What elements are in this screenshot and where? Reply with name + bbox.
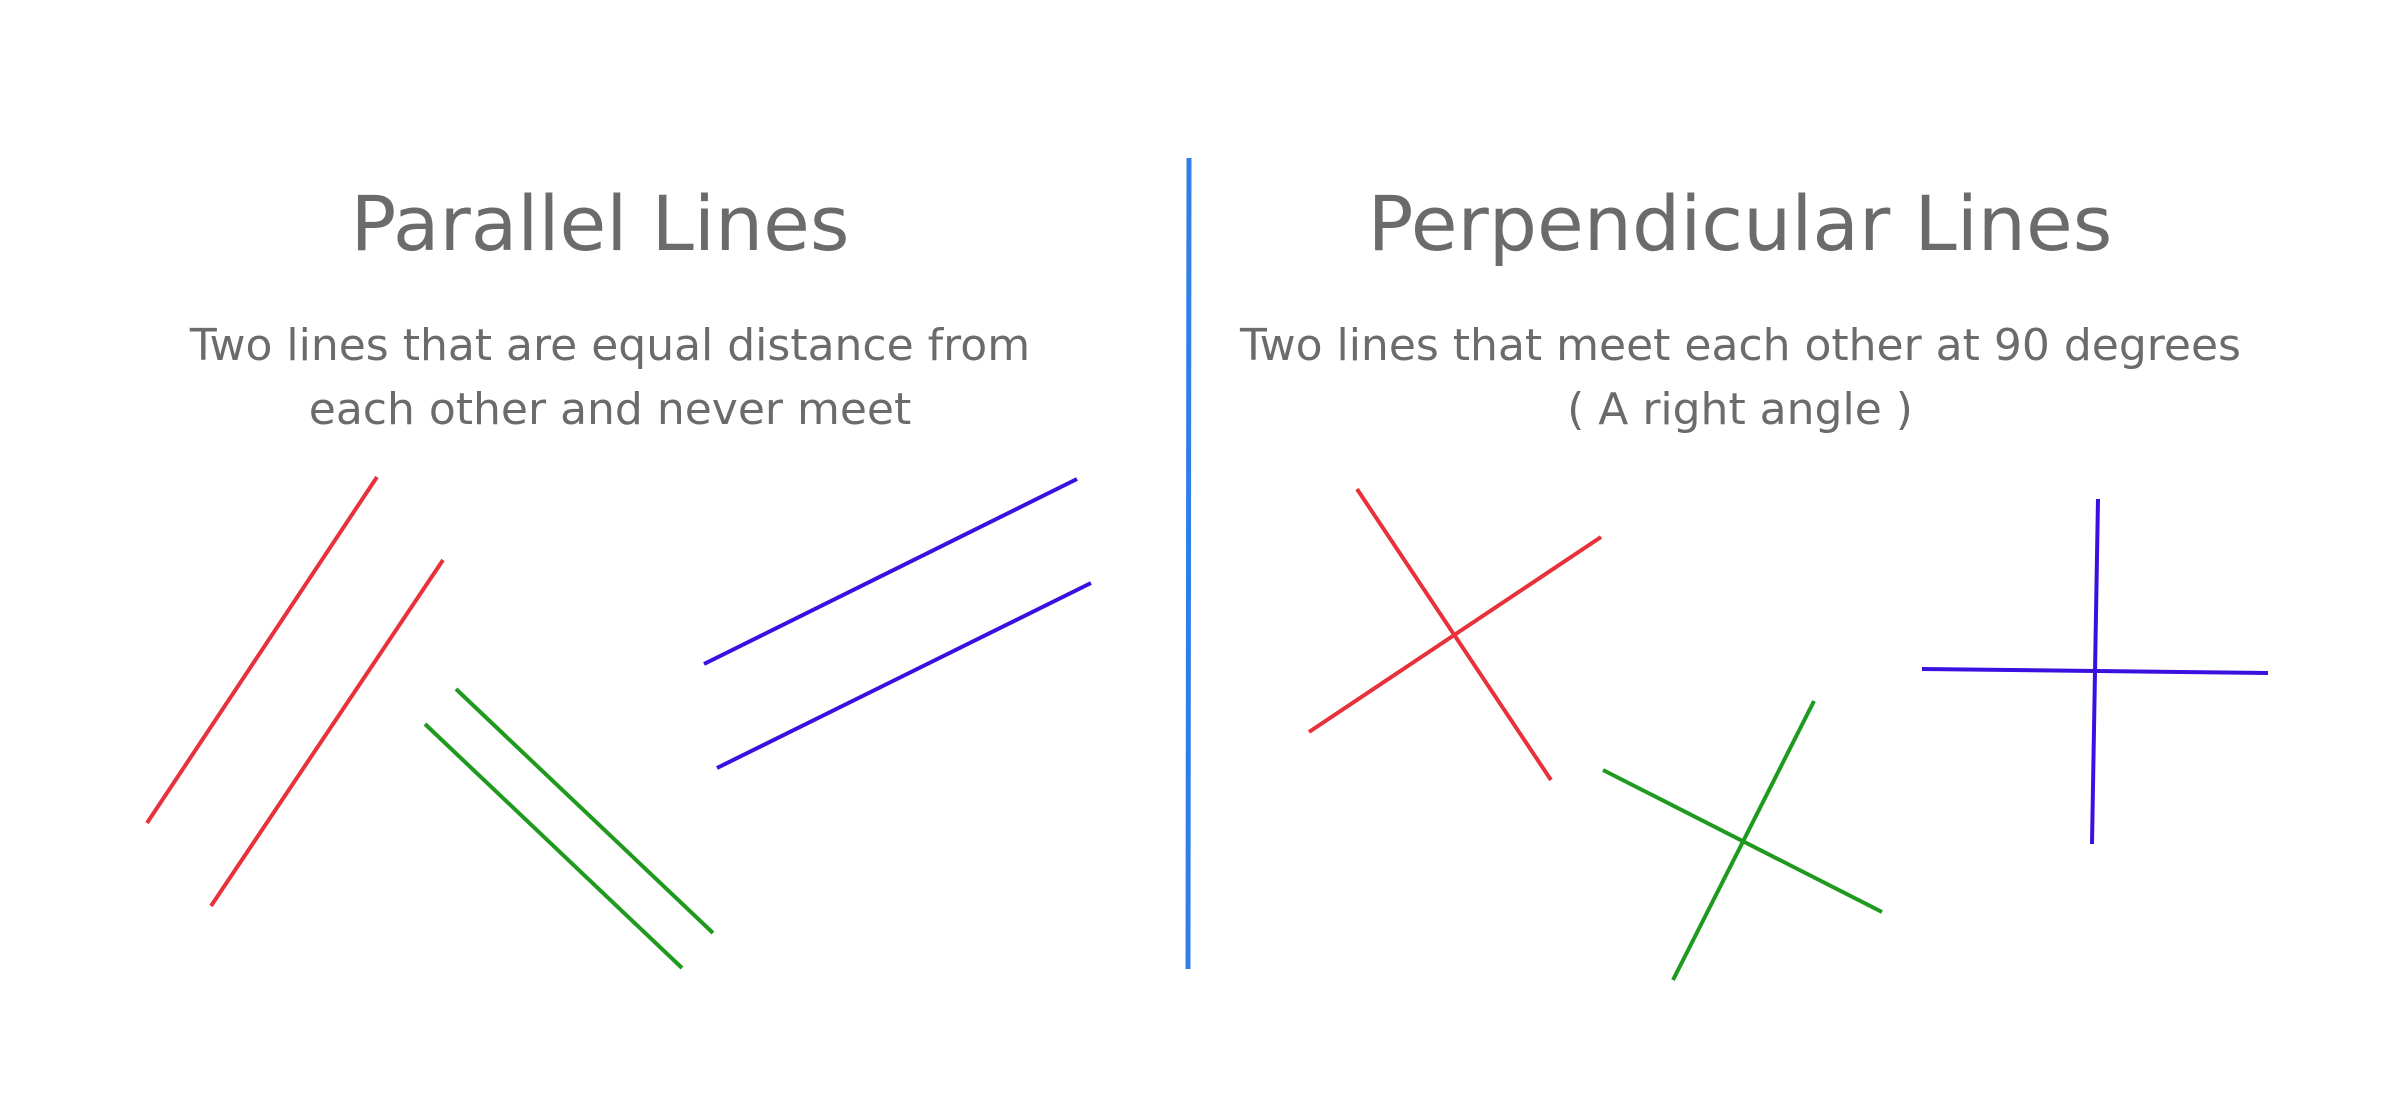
parallel-red-line-2 xyxy=(209,558,445,908)
perpendicular-lines-title: Perpendicular Lines xyxy=(1367,179,2113,268)
parallel-green-line-1 xyxy=(454,687,715,935)
parallel-lines-title: Parallel Lines xyxy=(350,179,850,268)
parallel-blue-pair xyxy=(703,477,1092,770)
perpendicular-description-line-1: Two lines that meet each other at 90 deg… xyxy=(1240,320,2241,371)
parallel-lines-description: Two lines that are equal distance from e… xyxy=(150,314,1070,442)
parallel-blue-line-1 xyxy=(703,477,1078,666)
perpendicular-lines-description: Two lines that meet each other at 90 deg… xyxy=(1240,314,2241,442)
perpendicular-green-line-2 xyxy=(1671,700,1816,981)
perpendicular-red-cross xyxy=(1307,487,1603,782)
parallel-red-pair xyxy=(145,475,445,908)
parallel-green-pair xyxy=(423,687,715,970)
perpendicular-red-line-2 xyxy=(1307,535,1603,734)
parallel-red-line-1 xyxy=(145,475,379,825)
parallel-green-line-2 xyxy=(423,722,684,970)
perpendicular-green-cross xyxy=(1602,700,1883,981)
section-divider xyxy=(1185,157,1192,970)
parallel-description-line-2: each other and never meet xyxy=(308,384,912,435)
perpendicular-blue-line-2 xyxy=(1921,667,2269,675)
perpendicular-blue-cross xyxy=(1921,498,2269,845)
parallel-blue-line-2 xyxy=(716,581,1092,770)
perpendicular-description-line-2: ( A right angle ) xyxy=(1567,384,1913,435)
parallel-description-line-1: Two lines that are equal distance from xyxy=(189,320,1031,371)
